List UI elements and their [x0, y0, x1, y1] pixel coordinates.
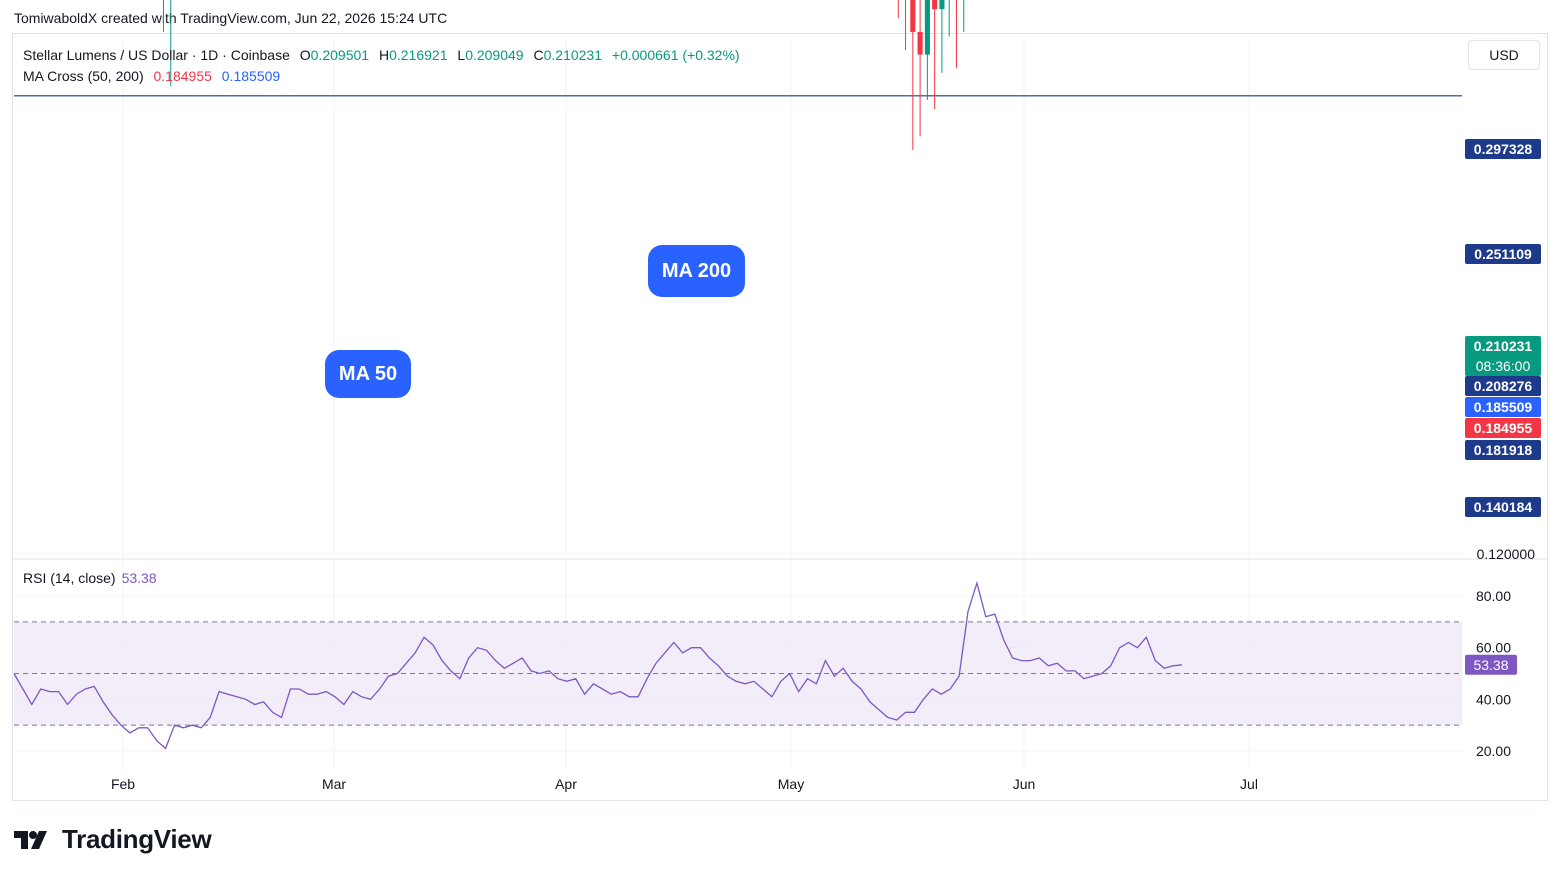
price-label-ma200: 0.185509	[1465, 397, 1541, 417]
rsi-tick-label: 20.00	[1476, 743, 1511, 759]
price-label-hline: 0.297328	[1465, 139, 1541, 159]
candle-body	[932, 0, 938, 10]
open-value: 0.209501	[310, 47, 370, 63]
rsi-legend: RSI (14, close) 53.38	[23, 570, 157, 586]
candle	[939, 0, 945, 73]
rsi-last-label: 53.38	[1465, 654, 1517, 675]
x-tick-label: Apr	[555, 776, 577, 792]
price-label-hline: 0.140184	[1465, 497, 1541, 517]
high-label: H	[378, 47, 390, 63]
rsi-last-label-bg	[1465, 654, 1517, 675]
price-tick-label: 0.120000	[1477, 546, 1536, 562]
price-label-bg	[1465, 418, 1541, 438]
ma-cross-label[interactable]: MA Cross (50, 200)	[23, 68, 144, 84]
price-label-bg	[1465, 244, 1541, 264]
candle-body	[917, 31, 923, 55]
price-label-text: 0.185509	[1474, 399, 1533, 415]
rsi-tick-label: 60.00	[1476, 640, 1511, 656]
price-label-text: 0.210231	[1474, 338, 1533, 354]
price-label-bg	[1465, 440, 1541, 460]
price-label-ma50: 0.184955	[1465, 418, 1541, 438]
candle	[905, 0, 907, 51]
ma50-value: 0.184955	[153, 68, 212, 84]
x-tick-label: Mar	[322, 776, 346, 792]
candle	[963, 0, 965, 32]
tradingview-logo[interactable]: TradingView	[14, 824, 212, 855]
chart-legend: Stellar Lumens / US Dollar · 1D · Coinba…	[23, 45, 740, 87]
currency-button[interactable]: USD	[1468, 40, 1540, 70]
x-tick-label: May	[778, 776, 804, 792]
price-label-bg	[1465, 139, 1541, 159]
rsi-label[interactable]: RSI (14, close)	[23, 570, 116, 586]
price-label-bg	[1465, 397, 1541, 417]
candle	[910, 0, 916, 150]
close-value: 0.210231	[543, 47, 603, 63]
open-label: O	[299, 47, 311, 63]
candle	[897, 0, 899, 19]
candle	[932, 0, 938, 110]
chart-frame	[12, 33, 1548, 801]
horizontal-lines	[14, 95, 1462, 97]
change-value: +0.000661 (+0.32%)	[611, 47, 740, 63]
rsi-last-label-text: 53.38	[1473, 657, 1508, 673]
countdown-text: 08:36:00	[1476, 358, 1531, 374]
candle-body	[939, 0, 945, 10]
ma200-annotation: MA 200	[648, 245, 745, 297]
price-label-hline: 0.251109	[1465, 244, 1541, 264]
x-tick-label: Jul	[1240, 776, 1258, 792]
ma50-annotation: MA 50	[325, 350, 411, 398]
price-label-text: 0.297328	[1474, 141, 1533, 157]
low-label: L	[457, 47, 466, 63]
rsi-panel	[13, 580, 1462, 750]
candle	[955, 0, 957, 69]
candle	[948, 0, 950, 37]
candle-body	[910, 0, 916, 32]
low-value: 0.209049	[465, 47, 524, 63]
price-label-text: 0.140184	[1474, 499, 1533, 515]
price-label-hline: 0.208276	[1465, 376, 1541, 396]
rsi-tick-label: 40.00	[1476, 691, 1511, 707]
rsi-line	[13, 580, 1183, 750]
price-label-text: 0.181918	[1474, 442, 1533, 458]
x-tick-label: Jun	[1013, 776, 1036, 792]
axes: FebMarAprMayJunJul0.3200000.2800000.2600…	[111, 546, 1536, 792]
rsi-value: 53.38	[121, 570, 157, 586]
price-label-text: 0.251109	[1474, 246, 1532, 262]
ma200-value: 0.185509	[221, 68, 281, 84]
ma-row: MA Cross (50, 200) 0.184955 0.185509	[23, 66, 740, 87]
price-label-last: 0.210231 08:36:00	[1465, 336, 1541, 376]
high-value: 0.216921	[389, 47, 448, 63]
price-label-text: 0.208276	[1474, 378, 1533, 394]
price-label-text: 0.184955	[1474, 420, 1533, 436]
x-tick-label: Feb	[111, 776, 135, 792]
candlesticks	[163, 0, 965, 150]
candle	[917, 0, 923, 137]
candle	[163, 0, 164, 32]
candle-body	[924, 0, 930, 55]
symbol-label[interactable]: Stellar Lumens / US Dollar · 1D · Coinba…	[23, 47, 290, 63]
ohlc-row: Stellar Lumens / US Dollar · 1D · Coinba…	[23, 45, 740, 66]
price-label-bg	[1465, 376, 1541, 396]
rsi-tick-label: 80.00	[1476, 588, 1511, 604]
chart-attribution: TomiwaboldX created with TradingView.com…	[14, 10, 448, 26]
price-label-bg	[1465, 497, 1541, 517]
price-labels: 0.297328 0.251109 0.210231 08:36:00 0.208276…	[1465, 139, 1541, 675]
price-label-hline: 0.181918	[1465, 440, 1541, 460]
brand-name: TradingView	[62, 824, 212, 854]
close-label: C	[533, 47, 544, 63]
tradingview-logo-icon	[14, 830, 47, 849]
candle	[924, 0, 930, 100]
price-label-bg	[1465, 336, 1541, 376]
